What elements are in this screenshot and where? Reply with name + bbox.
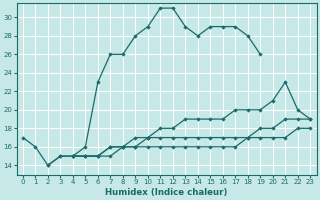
X-axis label: Humidex (Indice chaleur): Humidex (Indice chaleur) <box>105 188 228 197</box>
